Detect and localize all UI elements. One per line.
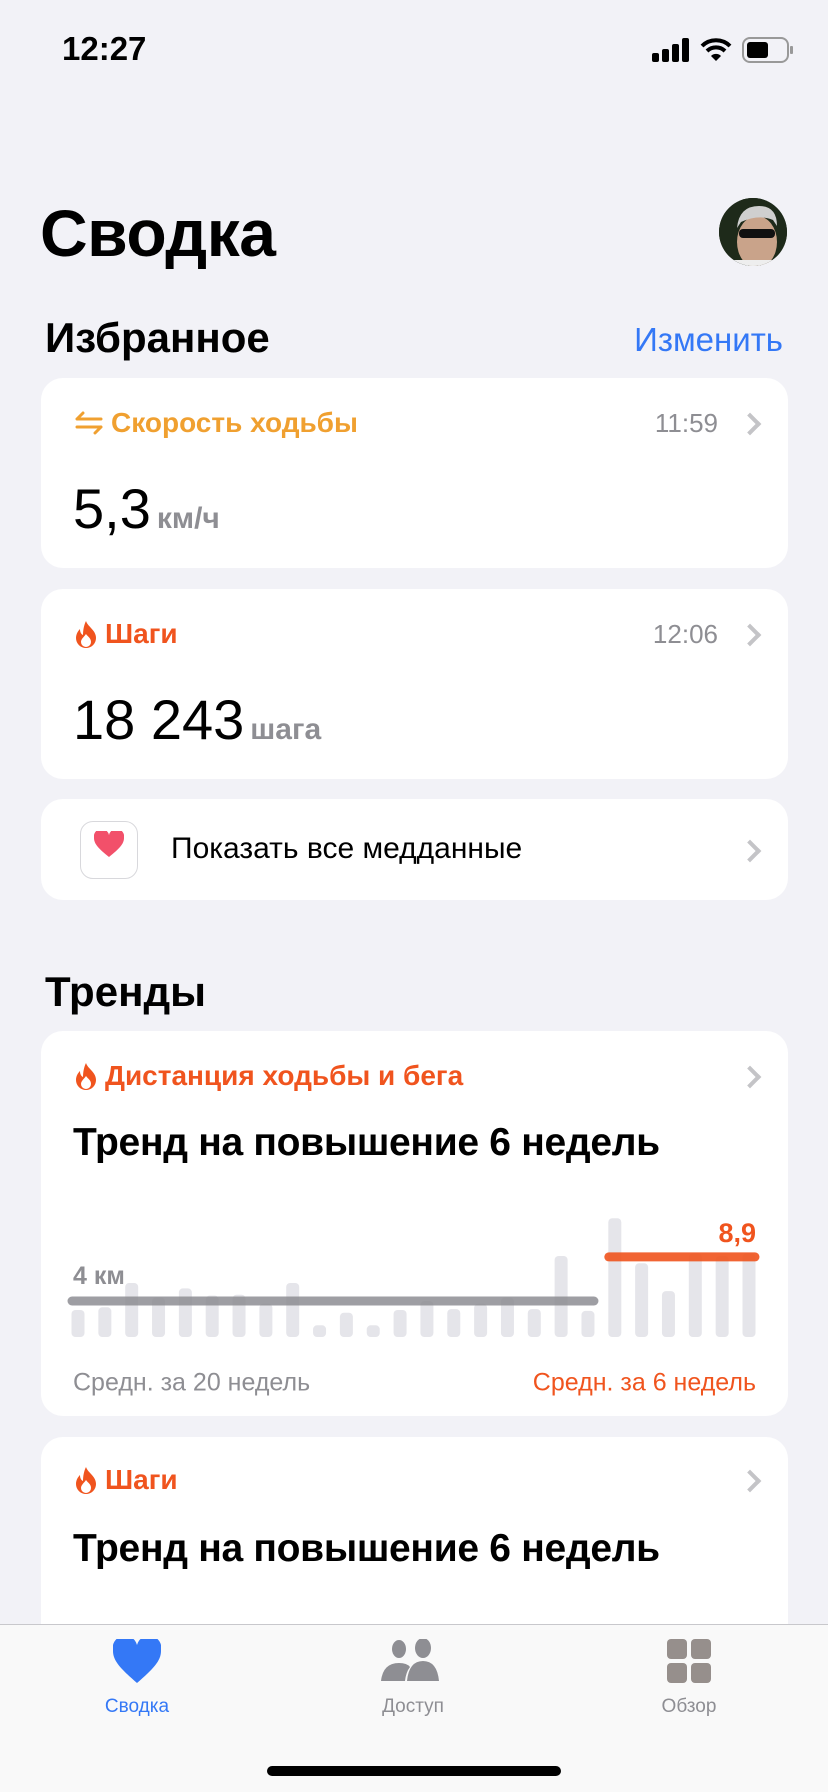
- card-time: 11:59: [654, 408, 718, 438]
- trend-title: Тренд на повышение 6 недель: [73, 1527, 660, 1570]
- chart-bar: [178, 1288, 192, 1337]
- show-all-health-data-button[interactable]: Показать все медданные: [41, 799, 788, 900]
- flame-icon: [76, 621, 96, 648]
- arrows-exchange-icon: [75, 411, 103, 435]
- trends-heading: Тренды: [45, 968, 206, 1015]
- chart-bar: [608, 1218, 622, 1337]
- chart-bar: [420, 1301, 434, 1337]
- trend-title: Тренд на повышение 6 недель: [73, 1121, 660, 1164]
- card-label: Шаги: [105, 1464, 178, 1495]
- chart-bar: [527, 1309, 541, 1337]
- chart-bar: [500, 1297, 514, 1337]
- page-title: Сводка: [40, 196, 276, 270]
- favorite-card-walking-speed[interactable]: Скорость ходьбы 11:59 5,3 км/ч: [41, 378, 788, 568]
- show-all-label: Показать все медданные: [171, 832, 523, 865]
- chart-bar: [366, 1325, 380, 1337]
- card-value: 5,3: [73, 477, 151, 540]
- tab-bar: Сводка Доступ Обзор: [0, 1624, 828, 1792]
- card-label: Дистанция ходьбы и бега: [105, 1060, 464, 1091]
- heart-icon: [112, 1635, 162, 1683]
- chart-bar: [125, 1283, 139, 1337]
- card-label: Скорость ходьбы: [111, 407, 358, 438]
- avatar[interactable]: [719, 198, 787, 266]
- edit-button[interactable]: Изменить: [634, 321, 783, 358]
- battery-icon: [742, 37, 793, 63]
- tab-label: Обзор: [661, 1696, 717, 1717]
- tab-label: Доступ: [382, 1696, 444, 1717]
- chart-bar: [447, 1309, 461, 1337]
- chart-bar: [205, 1295, 219, 1337]
- chart-bar: [742, 1253, 756, 1337]
- chart-bar: [286, 1283, 300, 1337]
- chart-bar: [688, 1253, 702, 1337]
- chart-bar: [98, 1307, 112, 1337]
- trend-chart: [67, 1218, 760, 1337]
- trend-card-distance[interactable]: Дистанция ходьбы и бега Тренд на повышен…: [41, 1031, 788, 1416]
- favorite-card-steps[interactable]: Шаги 12:06 18 243 шага: [41, 589, 788, 779]
- grid-icon: [667, 1639, 711, 1683]
- card-label: Шаги: [105, 618, 178, 649]
- avg-short-caption: Средн. за 6 недель: [532, 1368, 756, 1397]
- chart-bar: [393, 1310, 407, 1337]
- chart-bar: [71, 1310, 85, 1337]
- chart-bar: [715, 1256, 729, 1337]
- avg-long-label: 4 км: [73, 1262, 125, 1290]
- card-time: 12:06: [652, 619, 718, 649]
- card-value: 18 243: [73, 688, 245, 751]
- chart-bar: [152, 1297, 166, 1337]
- tab-label: Сводка: [104, 1696, 170, 1717]
- flame-icon: [76, 1063, 96, 1090]
- avg-short-label: 8,9: [718, 1218, 756, 1248]
- chart-bar: [474, 1303, 488, 1337]
- chart-bar: [581, 1310, 595, 1337]
- chevron-right-icon: [738, 412, 762, 436]
- tab-sharing[interactable]: Доступ: [333, 1638, 493, 1718]
- chart-bar: [661, 1291, 675, 1337]
- chart-bar: [339, 1312, 353, 1337]
- chevron-right-icon: [738, 623, 762, 647]
- card-unit: км/ч: [156, 502, 220, 535]
- chart-bar: [259, 1303, 273, 1337]
- avg-long-caption: Средн. за 20 недель: [73, 1368, 311, 1397]
- home-indicator[interactable]: [267, 1766, 561, 1776]
- chart-bar: [635, 1263, 649, 1337]
- card-unit: шага: [250, 713, 322, 746]
- chevron-right-icon: [738, 1469, 762, 1493]
- cellular-signal-icon: [652, 38, 689, 62]
- status-icons: [652, 37, 794, 63]
- status-time: 12:27: [62, 30, 147, 67]
- chart-bar: [313, 1325, 327, 1337]
- tab-browse[interactable]: Обзор: [609, 1639, 769, 1718]
- tab-summary[interactable]: Сводка: [57, 1635, 217, 1718]
- favorites-heading: Избранное: [45, 314, 270, 361]
- chevron-right-icon: [738, 839, 762, 863]
- wifi-icon: [700, 38, 732, 61]
- health-app-icon: [80, 821, 138, 879]
- people-icon: [381, 1638, 439, 1681]
- flame-icon: [76, 1467, 96, 1494]
